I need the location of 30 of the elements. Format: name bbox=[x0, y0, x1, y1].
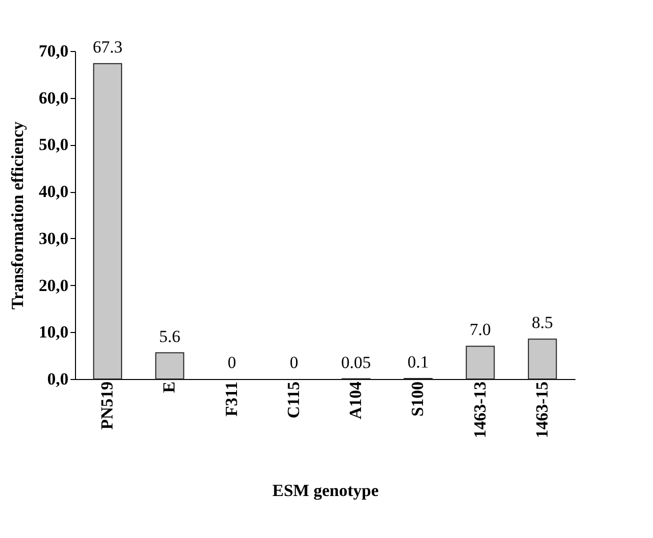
y-tick-label: 30,0 bbox=[38, 228, 68, 248]
x-tick-label: S100 bbox=[408, 382, 428, 416]
y-tick-label: 60,0 bbox=[38, 88, 68, 108]
x-tick-label: C115 bbox=[284, 382, 303, 418]
data-label: 0.05 bbox=[341, 352, 371, 372]
y-tick-label: 20,0 bbox=[38, 276, 68, 295]
y-tick-label: 70,0 bbox=[38, 42, 68, 60]
x-axis-title: ESM genotype bbox=[272, 481, 380, 500]
y-tick-label: 40,0 bbox=[38, 182, 68, 202]
data-label: 0 bbox=[228, 353, 236, 372]
x-tick-label: E bbox=[160, 382, 179, 393]
x-tick-label: A104 bbox=[346, 381, 366, 420]
bar bbox=[528, 338, 557, 380]
y-axis-title: Transformation efficiency bbox=[8, 120, 27, 310]
bar bbox=[466, 346, 495, 380]
data-label: 8.5 bbox=[532, 313, 554, 332]
x-tick-label: F311 bbox=[222, 382, 241, 416]
data-label: 5.6 bbox=[159, 326, 180, 346]
bar bbox=[155, 352, 184, 380]
data-label: 67.3 bbox=[92, 38, 122, 57]
data-label: 0.1 bbox=[408, 352, 429, 372]
y-tick-label: 0,0 bbox=[47, 370, 68, 388]
data-label: 7.0 bbox=[470, 320, 491, 340]
y-tick-label: 10,0 bbox=[38, 322, 68, 342]
x-tick-label: 1463-13 bbox=[470, 382, 490, 438]
x-tick-label: PN519 bbox=[98, 382, 117, 430]
data-label: 0 bbox=[290, 353, 298, 372]
x-tick-label: 1463-15 bbox=[532, 382, 552, 438]
y-tick-label: 50,0 bbox=[38, 135, 68, 154]
bar bbox=[93, 63, 122, 380]
